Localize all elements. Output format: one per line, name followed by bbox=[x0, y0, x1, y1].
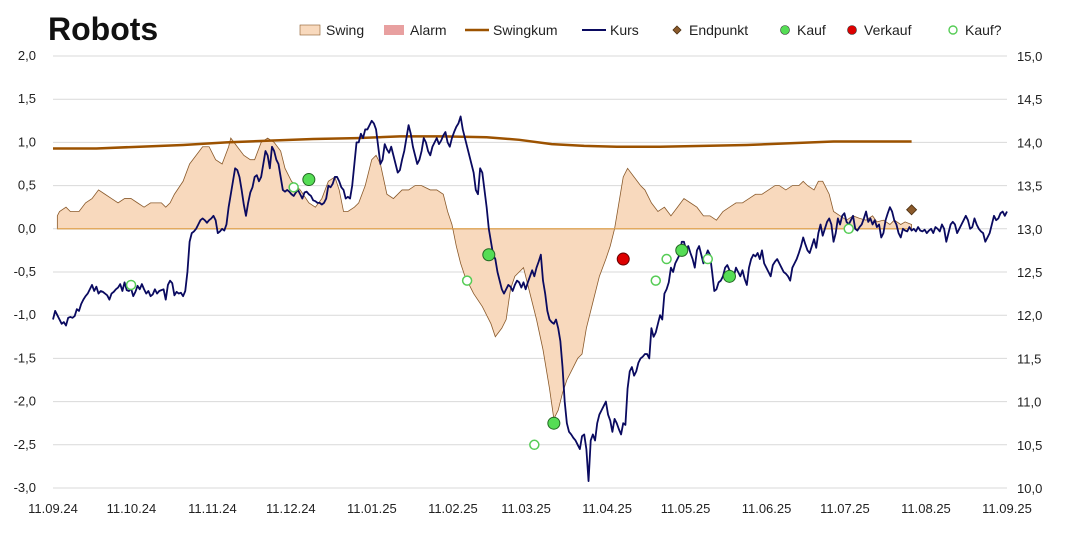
legend: Swing Alarm Swingkum Kurs Endpunkt Kauf Verkau… bbox=[299, 22, 1002, 38]
kauf-marker-1 bbox=[302, 173, 316, 187]
y-left-tick-2: 1,0 bbox=[18, 134, 36, 149]
y-right-tick-0: 15,0 bbox=[1017, 49, 1042, 64]
kauf-marker-4 bbox=[675, 243, 689, 257]
x-tick-4: 11.01.25 bbox=[347, 501, 397, 516]
y-right-tick-5: 12,5 bbox=[1017, 265, 1042, 280]
x-tick-0: 11.09.24 bbox=[28, 501, 78, 516]
kauf-q-marker-10 bbox=[529, 439, 540, 451]
kauf-marker-5 bbox=[722, 269, 736, 283]
legend-label-2: Swingkum bbox=[493, 22, 558, 38]
chart-title: Robots bbox=[48, 11, 158, 47]
x-tick-12: 11.09.25 bbox=[982, 501, 1032, 516]
y-left-tick-9: -2,5 bbox=[14, 437, 36, 452]
y-right-tick-1: 14,5 bbox=[1017, 92, 1042, 107]
y-right-tick-7: 11,5 bbox=[1017, 351, 1041, 366]
legend-label-0: Swing bbox=[326, 22, 364, 38]
legend-swatch-0 bbox=[299, 24, 321, 36]
verkauf-marker-6 bbox=[616, 252, 630, 266]
legend-swatch-7 bbox=[948, 25, 958, 35]
kauf-q-marker-14 bbox=[843, 223, 854, 235]
x-tick-5: 11.02.25 bbox=[428, 501, 478, 516]
y-right-tick-2: 14,0 bbox=[1017, 135, 1042, 150]
y-right-tick-10: 10,0 bbox=[1017, 481, 1042, 496]
legend-swatch-1 bbox=[384, 25, 404, 35]
endpunkt-marker bbox=[906, 204, 918, 216]
y-left-tick-8: -2,0 bbox=[14, 394, 36, 409]
kauf-marker-2 bbox=[482, 248, 496, 262]
kauf-q-marker-11 bbox=[650, 275, 662, 286]
y-left-tick-10: -3,0 bbox=[14, 480, 36, 495]
legend-label-5: Kauf bbox=[797, 22, 826, 38]
y-left-tick-6: -1,0 bbox=[14, 307, 36, 322]
x-tick-1: 11.10.24 bbox=[107, 501, 157, 516]
swing-area bbox=[56, 137, 912, 421]
legend-swatch-6 bbox=[847, 25, 857, 35]
y-right-tick-4: 13,0 bbox=[1017, 222, 1042, 237]
legend-label-1: Alarm bbox=[410, 22, 447, 38]
legend-label-4: Endpunkt bbox=[689, 22, 748, 38]
y-left-tick-1: 1,5 bbox=[18, 91, 36, 106]
x-tick-6: 11.03.25 bbox=[501, 501, 551, 516]
legend-label-3: Kurs bbox=[610, 22, 639, 38]
swingkum-line-layer bbox=[53, 135, 912, 150]
y-right-tick-6: 12,0 bbox=[1017, 308, 1042, 323]
kauf-marker-3 bbox=[547, 416, 561, 430]
y-left-tick-5: -0,5 bbox=[14, 264, 36, 279]
swing-area-layer bbox=[56, 137, 912, 421]
legend-swatch-5 bbox=[780, 25, 790, 35]
x-tick-11: 11.08.25 bbox=[901, 501, 951, 516]
kauf-q-marker-13 bbox=[702, 253, 714, 265]
x-tick-2: 11.11.24 bbox=[188, 501, 237, 516]
marker-layer bbox=[125, 173, 918, 451]
y-axis-left-ticks: 2,0 1,5 1,0 0,5 0,0 -0,5 -1,0 -1,5 -2,0 -2,5 -3,0 bbox=[14, 48, 36, 495]
kauf-q-marker-9 bbox=[461, 275, 473, 286]
kauf-q-marker-8 bbox=[288, 182, 299, 193]
kauf-q-marker-12 bbox=[661, 253, 672, 265]
y-left-tick-4: 0,0 bbox=[18, 221, 36, 236]
x-tick-10: 11.07.25 bbox=[820, 501, 870, 516]
legend-swatch-4 bbox=[672, 25, 682, 35]
y-right-tick-9: 10,5 bbox=[1017, 438, 1042, 453]
legend-label-6: Verkauf bbox=[864, 22, 912, 38]
x-tick-9: 11.06.25 bbox=[742, 501, 792, 516]
x-tick-8: 11.05.25 bbox=[661, 501, 711, 516]
y-left-tick-3: 0,5 bbox=[18, 178, 36, 193]
swingkum-line bbox=[53, 135, 912, 150]
y-right-tick-8: 11,0 bbox=[1017, 395, 1041, 410]
x-tick-7: 11.04.25 bbox=[582, 501, 632, 516]
y-right-tick-3: 13,5 bbox=[1017, 179, 1042, 194]
x-axis-ticks: 11.09.24 11.10.24 11.11.24 11.12.24 11.01.25… bbox=[28, 501, 1032, 516]
kauf-q-marker-7 bbox=[125, 279, 137, 291]
legend-label-7: Kauf? bbox=[965, 22, 1002, 38]
y-axis-right-ticks: 15,0 14,5 14,0 13,5 13,0 12,5 12,0 11,5 11,0 10,5… bbox=[1017, 49, 1042, 496]
y-left-tick-7: -1,5 bbox=[14, 350, 36, 365]
x-tick-3: 11.12.24 bbox=[266, 501, 316, 516]
y-left-tick-0: 2,0 bbox=[18, 48, 36, 63]
